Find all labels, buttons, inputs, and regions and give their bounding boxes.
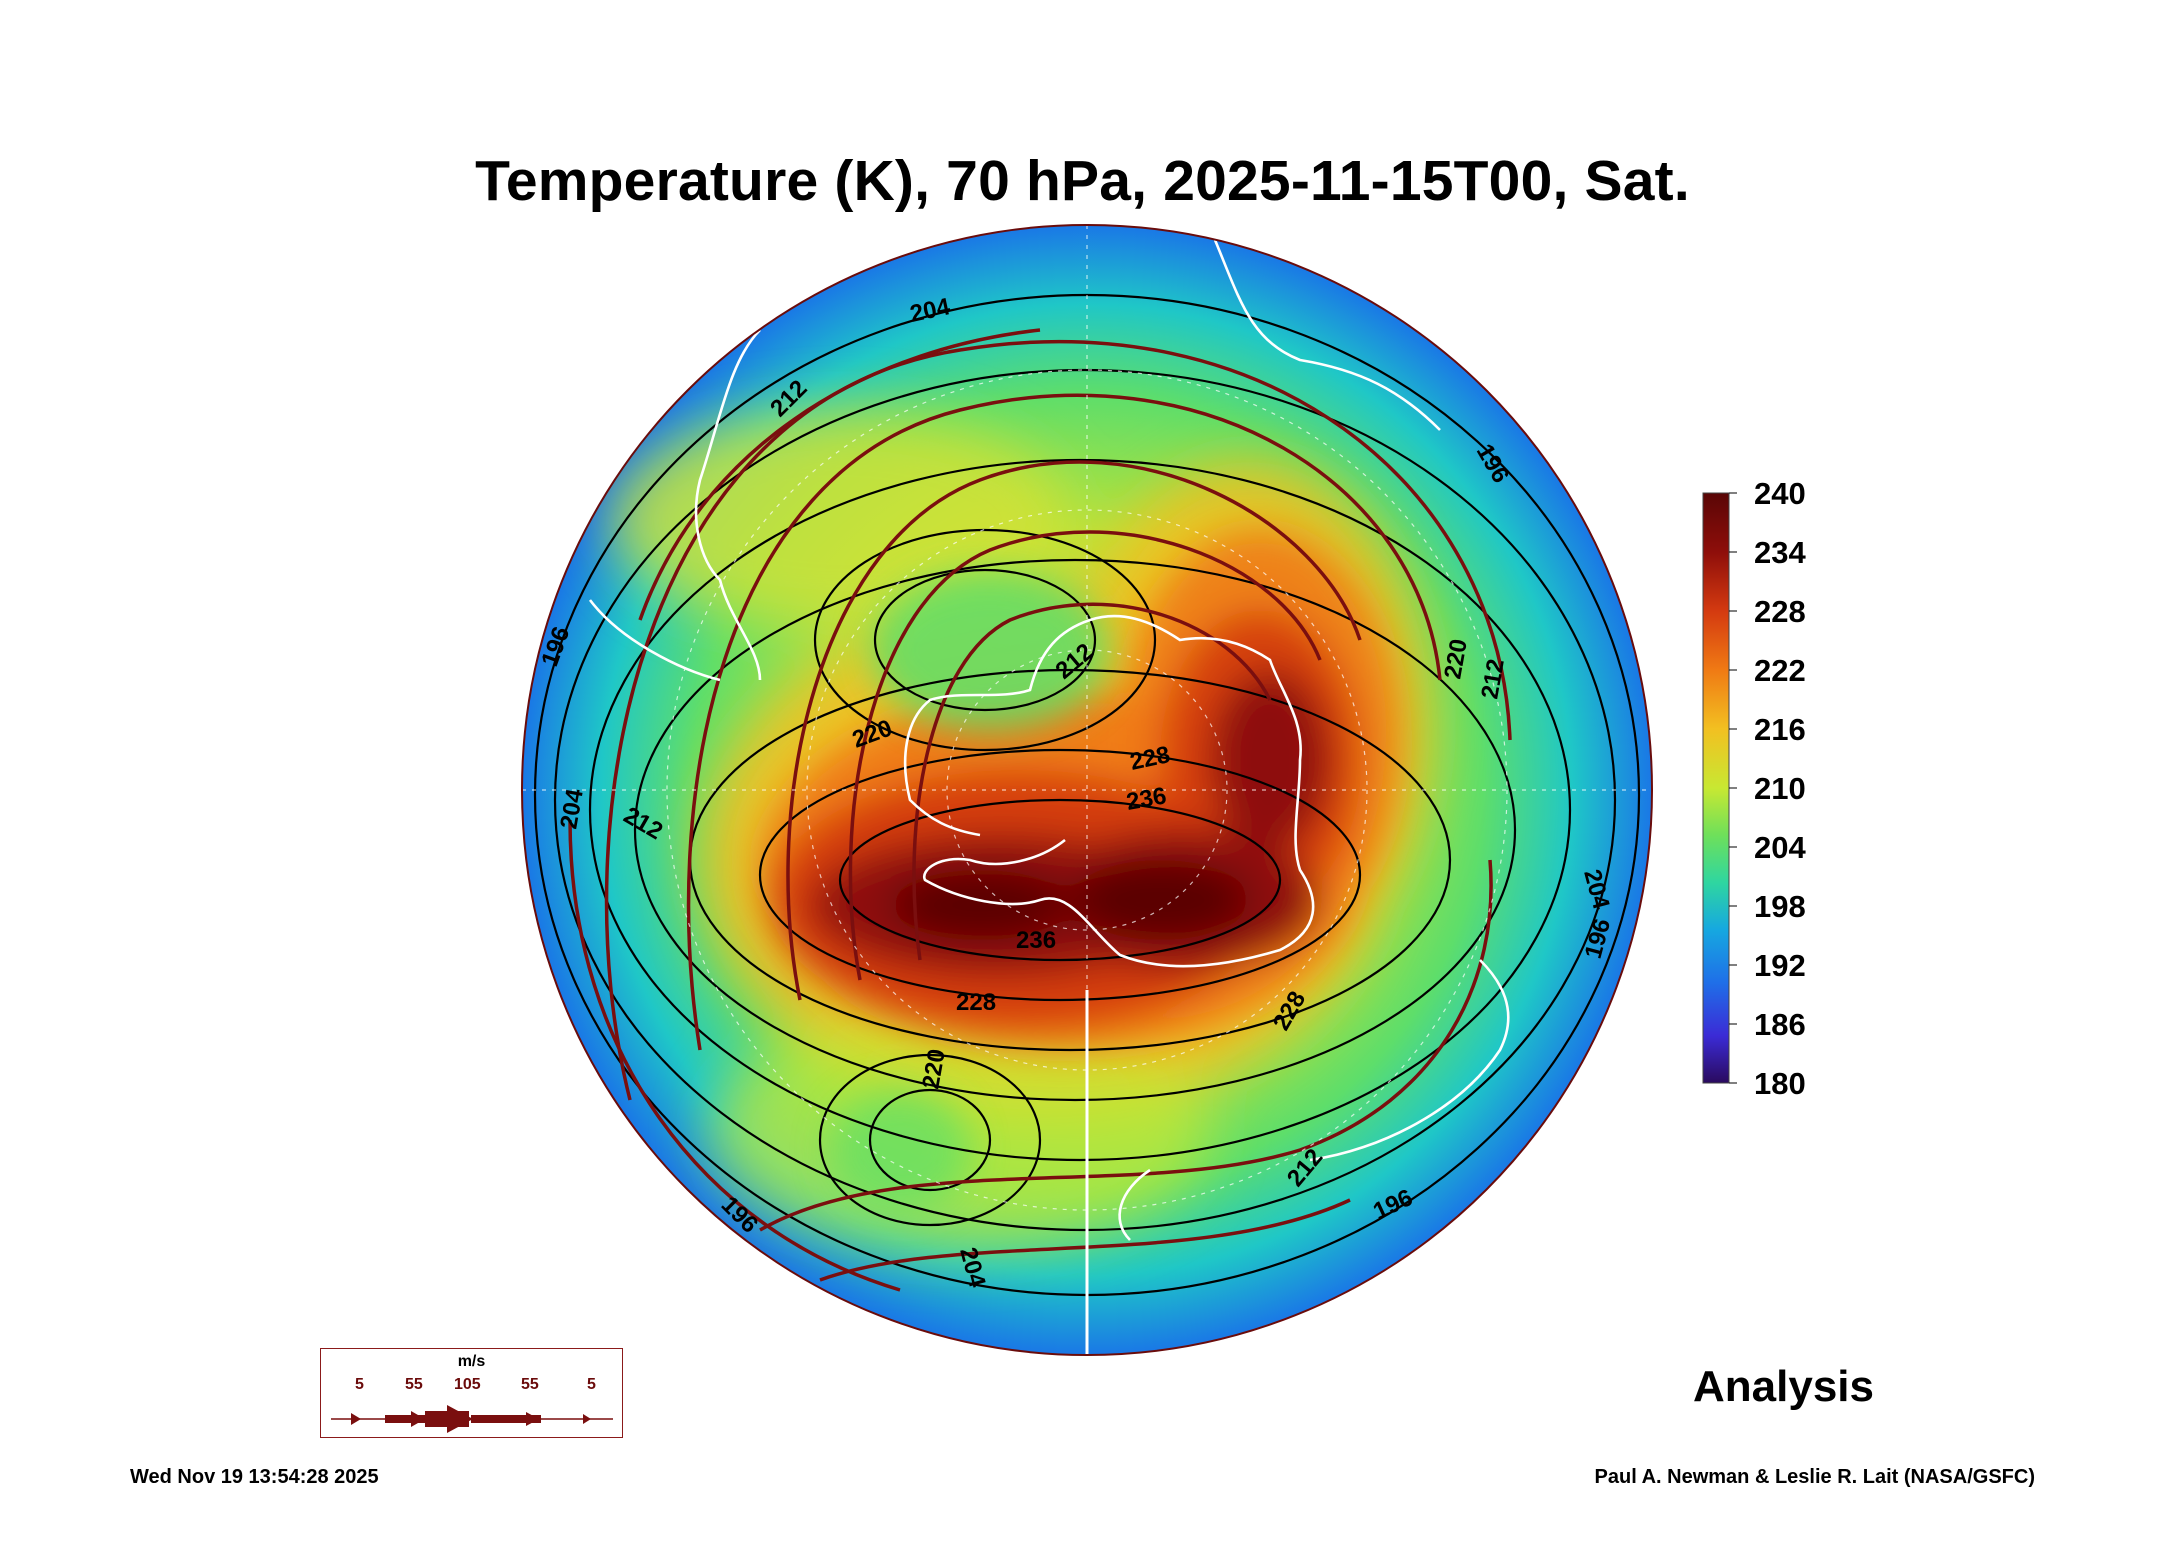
contour-label: 228 bbox=[956, 989, 996, 1016]
colorbar-tick-label: 240 bbox=[1754, 476, 1806, 511]
wind-speed-key: m/s 5 55 105 55 5 bbox=[320, 1348, 623, 1438]
wind-streamlines bbox=[568, 328, 1512, 1292]
colorbar-tick-label: 198 bbox=[1754, 889, 1806, 924]
colorbar: 240 234 228 222 216 210 204 198 192 186 180 bbox=[1702, 476, 1806, 1101]
colorbar-tick-label: 216 bbox=[1754, 712, 1806, 747]
credit: Paul A. Newman & Leslie R. Lait (NASA/GS… bbox=[1594, 1466, 2035, 1488]
wind-key-unit: m/s bbox=[457, 1353, 486, 1370]
wind-key-speed: 105 bbox=[454, 1376, 481, 1393]
timestamp: Wed Nov 19 13:54:28 2025 bbox=[130, 1466, 379, 1488]
wind-key-speed: 5 bbox=[355, 1376, 364, 1393]
colorbar-ticks: 240 234 228 222 216 210 204 198 192 186 180 bbox=[1729, 476, 1806, 1101]
colorbar-tick-label: 192 bbox=[1754, 948, 1806, 983]
analysis-label: Analysis bbox=[1693, 1362, 1874, 1411]
map-border bbox=[521, 224, 1653, 1356]
temperature-contours bbox=[533, 293, 1641, 1297]
colorbar-tick-label: 210 bbox=[1754, 771, 1806, 806]
colorbar-tick-label: 228 bbox=[1754, 594, 1806, 629]
wind-key-speed: 55 bbox=[405, 1376, 423, 1393]
contour-label: 236 bbox=[1016, 927, 1056, 954]
colorbar-tick-label: 180 bbox=[1754, 1066, 1806, 1101]
colorbar-tick-label: 234 bbox=[1754, 535, 1806, 570]
temperature-field bbox=[522, 225, 1652, 1355]
colorbar-gradient bbox=[1702, 492, 1730, 1084]
coastlines bbox=[588, 239, 1510, 1241]
wind-key-speed: 55 bbox=[521, 1376, 539, 1393]
wind-key-speed: 5 bbox=[587, 1376, 596, 1393]
colorbar-tick-label: 222 bbox=[1754, 653, 1806, 688]
wind-key-arrow bbox=[331, 1405, 613, 1433]
map-title: Temperature (K), 70 hPa, 2025-11-15T00, … bbox=[475, 149, 1690, 213]
colorbar-tick-label: 186 bbox=[1754, 1007, 1806, 1042]
colorbar-tick-label: 204 bbox=[1754, 830, 1806, 865]
